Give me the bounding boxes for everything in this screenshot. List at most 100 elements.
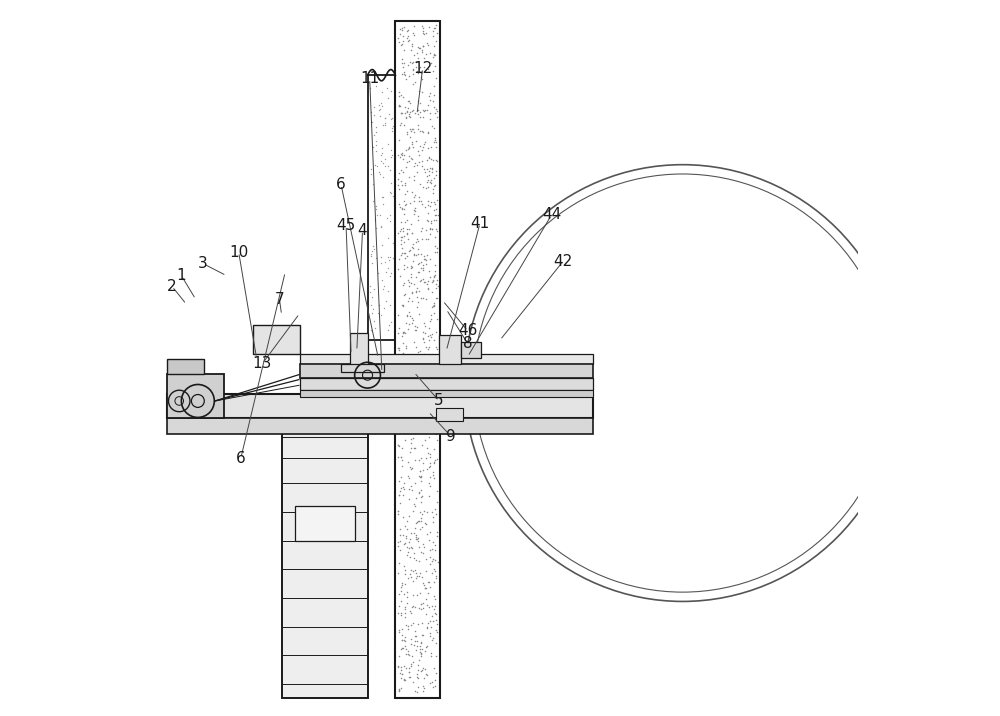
Point bbox=[391, 90, 407, 102]
Point bbox=[393, 365, 409, 377]
Point bbox=[415, 258, 431, 270]
Point bbox=[404, 367, 420, 379]
Point bbox=[424, 415, 440, 427]
Point bbox=[404, 650, 420, 662]
Point bbox=[420, 208, 436, 219]
Point bbox=[429, 275, 445, 286]
Point bbox=[373, 251, 389, 263]
Point bbox=[367, 159, 383, 170]
Point bbox=[427, 681, 443, 692]
Point bbox=[422, 223, 438, 235]
Point bbox=[410, 266, 426, 277]
Point bbox=[404, 392, 420, 403]
Point bbox=[411, 570, 427, 581]
Point bbox=[366, 101, 382, 112]
Point bbox=[398, 662, 414, 674]
Point bbox=[394, 634, 410, 646]
Point bbox=[427, 545, 443, 556]
Point bbox=[391, 86, 407, 97]
Point bbox=[414, 617, 430, 629]
Point bbox=[414, 160, 430, 172]
Point bbox=[396, 660, 412, 672]
Point bbox=[418, 294, 434, 305]
Point bbox=[405, 676, 421, 687]
Point bbox=[369, 210, 385, 221]
Point bbox=[421, 462, 437, 473]
Point bbox=[395, 490, 411, 501]
Point bbox=[416, 276, 432, 288]
Point bbox=[419, 214, 435, 226]
Point bbox=[420, 283, 436, 294]
Point bbox=[409, 166, 425, 178]
Point bbox=[406, 160, 422, 171]
Point bbox=[401, 363, 417, 374]
Point bbox=[399, 397, 415, 408]
Point bbox=[395, 384, 411, 396]
Text: 9: 9 bbox=[446, 430, 456, 444]
Point bbox=[413, 637, 429, 648]
Point bbox=[383, 144, 399, 155]
Point bbox=[394, 203, 410, 215]
Point bbox=[412, 465, 428, 476]
Point bbox=[429, 618, 445, 629]
Point bbox=[419, 177, 435, 188]
Point bbox=[408, 342, 424, 353]
Point bbox=[409, 321, 425, 332]
Point bbox=[407, 685, 423, 697]
Point bbox=[395, 348, 411, 359]
Point bbox=[384, 149, 400, 160]
Point bbox=[426, 371, 442, 382]
Point bbox=[403, 437, 419, 449]
Point bbox=[408, 249, 424, 261]
Point bbox=[422, 47, 438, 59]
Point bbox=[411, 191, 427, 203]
Point bbox=[412, 567, 428, 579]
Point bbox=[397, 289, 413, 300]
Point bbox=[416, 317, 432, 329]
Point bbox=[393, 400, 409, 411]
Point bbox=[390, 173, 406, 185]
Point bbox=[366, 243, 382, 255]
Point bbox=[377, 256, 393, 268]
Point bbox=[405, 601, 421, 612]
Point bbox=[422, 271, 438, 283]
Point bbox=[416, 672, 432, 684]
Point bbox=[417, 136, 433, 147]
Point bbox=[416, 395, 432, 407]
Point bbox=[410, 52, 426, 63]
Point bbox=[422, 581, 438, 593]
Point bbox=[393, 581, 409, 593]
Point bbox=[394, 248, 410, 259]
Point bbox=[413, 513, 429, 524]
Point bbox=[364, 257, 380, 268]
Point bbox=[402, 106, 418, 117]
Point bbox=[400, 59, 416, 70]
Point bbox=[413, 637, 429, 649]
Point bbox=[420, 448, 436, 459]
Point bbox=[408, 135, 424, 146]
Point bbox=[391, 589, 407, 600]
Point bbox=[416, 251, 432, 262]
Point bbox=[411, 285, 427, 296]
Point bbox=[428, 667, 444, 679]
Point bbox=[418, 233, 434, 245]
Point bbox=[401, 672, 417, 683]
Point bbox=[411, 156, 427, 168]
Point bbox=[382, 209, 398, 221]
Point bbox=[422, 448, 438, 460]
Point bbox=[382, 299, 398, 311]
Point bbox=[408, 567, 424, 579]
Point bbox=[416, 682, 432, 694]
Point bbox=[394, 179, 410, 190]
Point bbox=[392, 544, 408, 556]
Point bbox=[392, 120, 408, 131]
Point bbox=[391, 372, 407, 384]
Point bbox=[398, 198, 414, 210]
Point bbox=[418, 669, 434, 680]
Point bbox=[390, 536, 406, 547]
Point bbox=[423, 364, 439, 375]
Point bbox=[421, 152, 437, 163]
Point bbox=[412, 644, 428, 655]
Point bbox=[393, 148, 409, 160]
Point bbox=[391, 37, 407, 48]
